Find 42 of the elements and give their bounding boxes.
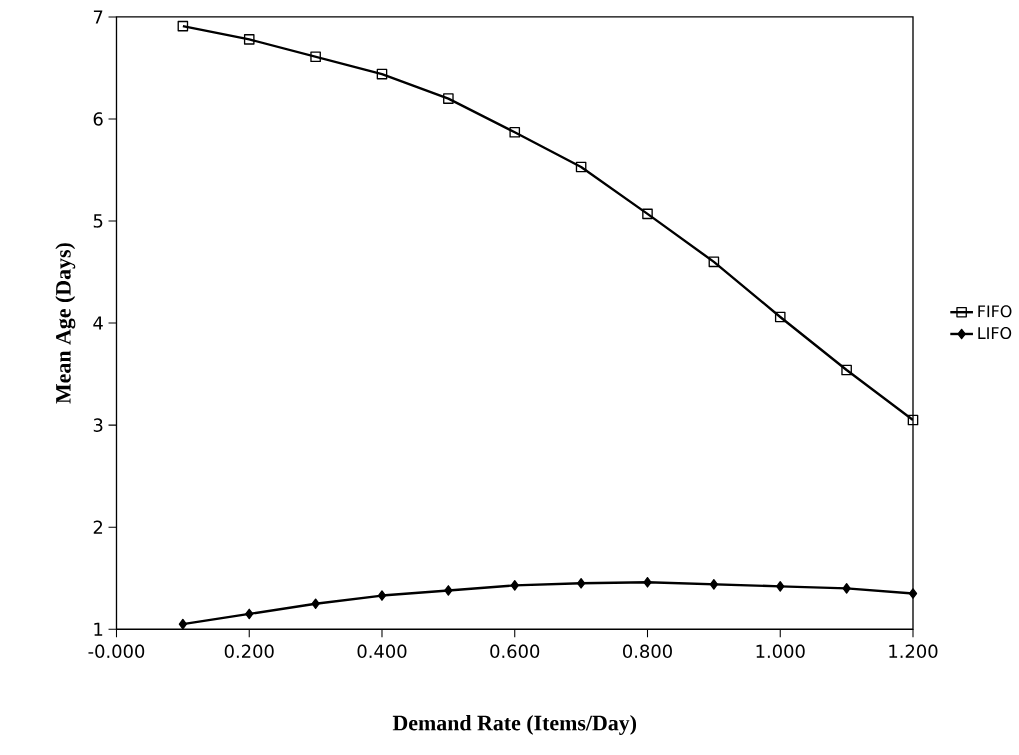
- point: [842, 583, 851, 594]
- x-tick-label: 0.600: [490, 644, 540, 659]
- x-tick-label: 1.200: [889, 644, 938, 659]
- y-tick-label: 6: [93, 112, 103, 126]
- y-tick-label: 2: [93, 520, 103, 534]
- x-tick-label: 1.000: [756, 644, 805, 659]
- point: [510, 580, 519, 591]
- point: [177, 20, 189, 32]
- x-tick-label: -0.000: [88, 644, 145, 659]
- point: [575, 161, 587, 173]
- point: [841, 364, 852, 376]
- point: [908, 588, 918, 599]
- point: [443, 93, 454, 105]
- y-tick-label: 1: [94, 622, 103, 636]
- point: [709, 579, 719, 590]
- point: [708, 256, 720, 268]
- point: [311, 598, 320, 610]
- point: [310, 51, 321, 63]
- point: [376, 68, 388, 80]
- y-tick-label: 5: [93, 214, 103, 228]
- point: [642, 208, 653, 220]
- legend-label: LIFO: [978, 327, 1012, 340]
- y-tick-label: 7: [93, 10, 103, 24]
- point: [643, 577, 652, 588]
- y-tick-label: 3: [93, 418, 103, 433]
- point: [178, 618, 188, 630]
- point: [774, 311, 786, 323]
- point: [444, 585, 453, 596]
- point: [243, 34, 255, 45]
- y-tick-label: 4: [93, 316, 103, 330]
- point: [245, 608, 254, 620]
- point: [776, 581, 785, 592]
- y-axis-title: Mean Age (Days): [55, 243, 76, 404]
- point: [907, 414, 919, 426]
- point: [377, 590, 387, 602]
- x-tick-label: 0.800: [623, 644, 672, 659]
- legend-label: FIFO: [978, 305, 1012, 318]
- x-tick-label: 0.400: [357, 644, 407, 659]
- point: [576, 578, 586, 589]
- x-axis-title: Demand Rate (Items/Day): [392, 715, 637, 736]
- x-tick-label: 0.200: [224, 644, 274, 659]
- point: [509, 127, 521, 138]
